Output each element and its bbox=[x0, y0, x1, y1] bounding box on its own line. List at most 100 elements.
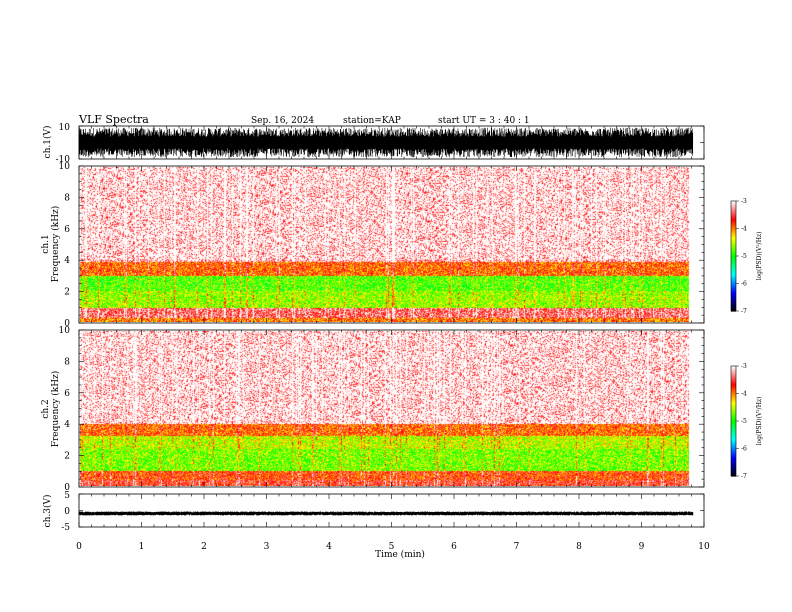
colorbar-swatch bbox=[731, 294, 736, 296]
colorbar-swatch bbox=[731, 258, 736, 260]
colorbar-swatch bbox=[731, 450, 736, 452]
colorbar-swatch bbox=[731, 436, 736, 438]
colorbar-swatch bbox=[731, 220, 736, 222]
colorbar-swatch bbox=[731, 249, 736, 251]
colorbar-swatch bbox=[731, 442, 736, 444]
colorbar-swatch bbox=[731, 383, 736, 385]
colorbar-swatch bbox=[731, 415, 736, 417]
colorbar-swatch bbox=[731, 204, 736, 206]
colorbar-swatch bbox=[731, 407, 736, 409]
y-tick-label: 10 bbox=[59, 162, 71, 172]
colorbar-swatch bbox=[731, 237, 736, 239]
colorbar-swatch bbox=[731, 262, 736, 264]
colorbar-swatch bbox=[731, 416, 736, 418]
colorbar-swatch bbox=[731, 441, 736, 443]
ch3-waveform-panel: 5 0 -5 ch.3(V) 0 1 2 3 4 5 6 7 8 9 10 Time (min) bbox=[42, 491, 710, 560]
colorbar-swatch bbox=[731, 301, 736, 303]
colorbar-swatch bbox=[731, 413, 736, 415]
x-tick-label: 3 bbox=[264, 542, 270, 552]
colorbar-swatch bbox=[731, 411, 736, 413]
colorbar-swatch bbox=[731, 239, 736, 241]
colorbar-swatch bbox=[731, 296, 736, 298]
colorbar-swatch bbox=[731, 469, 736, 471]
colorbar-swatch bbox=[731, 417, 736, 419]
colorbar-swatch bbox=[731, 466, 736, 468]
colorbar-swatch bbox=[731, 306, 736, 308]
colorbar-swatch bbox=[731, 283, 736, 285]
colorbar-swatch bbox=[731, 308, 736, 310]
colorbar-swatch bbox=[731, 215, 736, 217]
colorbar-tick-label: -4 bbox=[741, 226, 747, 233]
colorbar-swatch bbox=[731, 419, 736, 421]
x-axis-label: Time (min) bbox=[375, 549, 425, 560]
colorbar-swatch bbox=[731, 277, 736, 279]
colorbar-swatch bbox=[731, 397, 736, 399]
x-tick-label: 7 bbox=[514, 542, 520, 552]
colorbar-swatch bbox=[731, 252, 736, 254]
colorbar-swatch bbox=[731, 241, 736, 243]
colorbar-swatch bbox=[731, 373, 736, 375]
colorbar-swatch bbox=[731, 208, 736, 210]
ch3-waveform-ylabel: ch.3(V) bbox=[42, 495, 53, 528]
colorbar-swatch bbox=[731, 263, 736, 265]
x-tick-label: 6 bbox=[451, 542, 457, 552]
x-tick-label: 4 bbox=[326, 542, 332, 552]
colorbar-swatch bbox=[731, 265, 736, 267]
x-tick-label: 2 bbox=[201, 542, 207, 552]
colorbar-swatch bbox=[731, 378, 736, 380]
colorbar-swatch bbox=[731, 234, 736, 236]
colorbar-swatch bbox=[731, 205, 736, 207]
colorbar-swatch bbox=[731, 247, 736, 249]
colorbar-tick-label: -6 bbox=[741, 446, 747, 453]
colorbar-swatch bbox=[731, 203, 736, 205]
colorbar-swatch bbox=[731, 464, 736, 466]
colorbar-swatch bbox=[731, 439, 736, 441]
colorbar-swatch bbox=[731, 400, 736, 402]
colorbar-swatch bbox=[731, 288, 736, 290]
colorbar-swatch bbox=[731, 402, 736, 404]
x-tick-label: 9 bbox=[639, 542, 645, 552]
colorbar-swatch bbox=[731, 391, 736, 393]
colorbar-swatch bbox=[731, 375, 736, 377]
colorbar-swatch bbox=[731, 228, 736, 230]
colorbar-swatch bbox=[731, 399, 736, 401]
colorbar-swatch bbox=[731, 376, 736, 378]
colorbar-swatch bbox=[731, 385, 736, 387]
colorbar-swatch bbox=[731, 302, 736, 304]
colorbar-swatch bbox=[731, 230, 736, 232]
colorbar-swatch bbox=[731, 271, 736, 273]
colorbar-swatch bbox=[731, 305, 736, 307]
colorbar-swatch bbox=[731, 369, 736, 371]
colorbar-swatch bbox=[731, 259, 736, 261]
colorbar-swatch bbox=[731, 255, 736, 257]
colorbar-swatch bbox=[731, 223, 736, 225]
colorbar-swatch bbox=[731, 270, 736, 272]
header-date: Sep. 16, 2024 bbox=[251, 116, 314, 126]
y-tick-label: 8 bbox=[64, 357, 70, 367]
colorbar-swatch bbox=[731, 468, 736, 470]
colorbar-swatch bbox=[731, 425, 736, 427]
colorbar-swatch bbox=[731, 433, 736, 435]
ch2-colorbar: -3 -4 -5 -6 -7 log(PSD)(V²/Hz) bbox=[730, 363, 763, 480]
y-tick-label: 6 bbox=[64, 389, 70, 399]
colorbar-swatch bbox=[731, 395, 736, 397]
ch2-spectrogram-image bbox=[80, 331, 700, 486]
colorbar-swatch bbox=[731, 438, 736, 440]
colorbar-swatch bbox=[731, 388, 736, 390]
colorbar-swatch bbox=[731, 206, 736, 208]
x-tick-label: 10 bbox=[698, 542, 710, 552]
colorbar-swatch bbox=[731, 423, 736, 425]
ch2-spectrogram-title: ch.2 bbox=[41, 399, 51, 418]
colorbar-swatch bbox=[731, 275, 736, 277]
colorbar-swatch bbox=[731, 289, 736, 291]
colorbar-swatch bbox=[731, 472, 736, 474]
colorbar-tick-label: -7 bbox=[741, 308, 747, 315]
colorbar-swatch bbox=[731, 292, 736, 294]
colorbar-swatch bbox=[731, 240, 736, 242]
colorbar-swatch bbox=[731, 465, 736, 467]
ch2-spectrogram-ticks bbox=[78, 329, 705, 488]
colorbar-tick-label: -3 bbox=[741, 198, 747, 205]
colorbar-swatch bbox=[731, 257, 736, 259]
colorbar-swatch bbox=[731, 458, 736, 460]
x-tick-label: 0 bbox=[76, 542, 82, 552]
